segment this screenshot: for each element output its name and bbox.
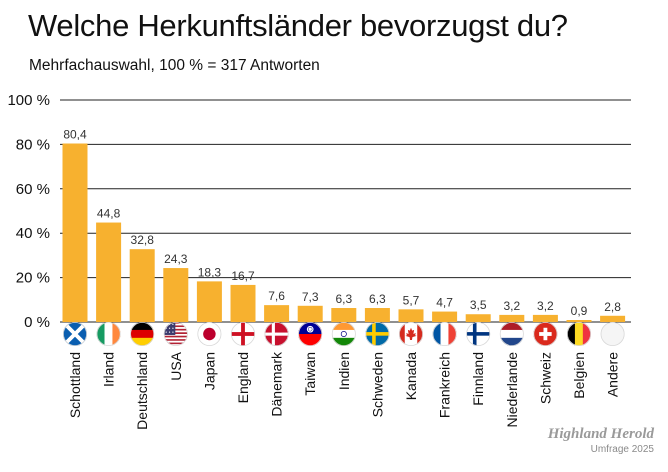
- survey-label: Umfrage 2025: [590, 444, 654, 455]
- bar-value-label: 18,3: [198, 265, 222, 279]
- chart-title: Welche Herkunftsländer bevorzugst du?: [28, 8, 568, 43]
- chart-subtitle: Mehrfachauswahl, 100 % = 317 Antworten: [29, 57, 320, 74]
- x-category-label: Japan: [201, 352, 217, 390]
- switzerland-flag-icon: [533, 321, 558, 346]
- canada-flag-icon: [398, 321, 423, 346]
- ireland-flag-icon: [96, 321, 121, 346]
- france-flag-icon: [432, 321, 457, 346]
- x-category-label: Andere: [605, 352, 621, 397]
- bar-value-label: 7,6: [268, 289, 285, 303]
- other-circle-icon: [600, 321, 625, 346]
- bar-value-label: 16,7: [231, 269, 255, 283]
- bar-value-label: 4,7: [436, 296, 453, 310]
- bar-england: [230, 284, 256, 322]
- bar-value-label: 32,8: [131, 233, 155, 247]
- y-tick-label: 60 %: [16, 181, 50, 198]
- x-category-label: Schweden: [369, 352, 385, 417]
- bar-value-label: 2,8: [604, 300, 621, 314]
- bar-indien: [331, 308, 357, 322]
- x-category-label: Indien: [336, 352, 352, 390]
- y-tick-label: 80 %: [16, 136, 50, 153]
- y-tick-label: 100 %: [7, 92, 50, 109]
- finland-flag-icon: [466, 321, 491, 346]
- x-category-label: Deutschland: [134, 352, 150, 430]
- bar-niederlande: [499, 314, 525, 322]
- x-category-label: Belgien: [571, 352, 587, 399]
- bar-value-label: 0,9: [571, 304, 588, 318]
- bar-dänemark: [264, 305, 290, 322]
- x-category-label: Kanada: [403, 352, 419, 400]
- bar-value-label: 6,3: [335, 292, 352, 306]
- sweden-flag-icon: [365, 321, 390, 346]
- bar-deutschland: [129, 249, 155, 322]
- x-category-label: England: [235, 352, 251, 403]
- bar-value-label: 6,3: [369, 292, 386, 306]
- belgium-flag-icon: [567, 321, 592, 346]
- netherlands-flag-icon: [499, 321, 524, 346]
- bar-belgien: [566, 320, 592, 322]
- x-category-label: Dänemark: [269, 351, 285, 417]
- bar-andere: [600, 315, 626, 322]
- y-tick-label: 20 %: [16, 270, 50, 287]
- x-category-label: Finnland: [470, 352, 486, 406]
- bar-value-label: 3,2: [537, 299, 554, 313]
- japan-flag-icon: [197, 321, 222, 346]
- bar-value-label: 7,3: [302, 290, 319, 304]
- x-category-label: Taiwan: [302, 352, 318, 396]
- bar-schweden: [364, 308, 390, 322]
- bar-schottland: [62, 143, 88, 322]
- bar-kanada: [398, 309, 424, 322]
- x-category-label: Frankreich: [437, 352, 453, 418]
- bar-irland: [96, 222, 122, 322]
- denmark-flag-icon: [264, 321, 289, 346]
- india-flag-icon: [331, 321, 356, 346]
- bar-taiwan: [297, 305, 323, 322]
- bar-frankreich: [432, 311, 458, 322]
- publisher-name: Highland Herold: [547, 426, 654, 442]
- x-category-label: Niederlande: [504, 352, 520, 428]
- bar-japan: [196, 281, 222, 322]
- taiwan-flag-icon: [298, 321, 323, 346]
- publisher-logo: Highland Herold Umfrage 2025: [548, 426, 654, 455]
- bar-value-label: 3,5: [470, 298, 487, 312]
- bar-value-label: 80,4: [63, 128, 87, 142]
- germany-flag-icon: [130, 321, 155, 346]
- usa-flag-icon: [163, 321, 188, 346]
- bar-usa: [163, 268, 189, 322]
- scotland-flag-icon: [63, 321, 88, 346]
- x-category-label: Schottland: [67, 352, 83, 418]
- y-tick-label: 40 %: [16, 225, 50, 242]
- bar-value-label: 5,7: [403, 293, 420, 307]
- y-tick-label: 0 %: [24, 314, 50, 331]
- x-category-label: Schweiz: [537, 352, 553, 404]
- bar-schweiz: [532, 314, 558, 322]
- england-flag-icon: [230, 321, 255, 346]
- bar-value-label: 3,2: [503, 299, 520, 313]
- bar-finnland: [465, 314, 491, 322]
- x-category-label: Irland: [101, 352, 117, 387]
- bar-value-label: 24,3: [164, 252, 188, 266]
- bar-value-label: 44,8: [97, 207, 121, 221]
- x-category-label: USA: [168, 351, 184, 380]
